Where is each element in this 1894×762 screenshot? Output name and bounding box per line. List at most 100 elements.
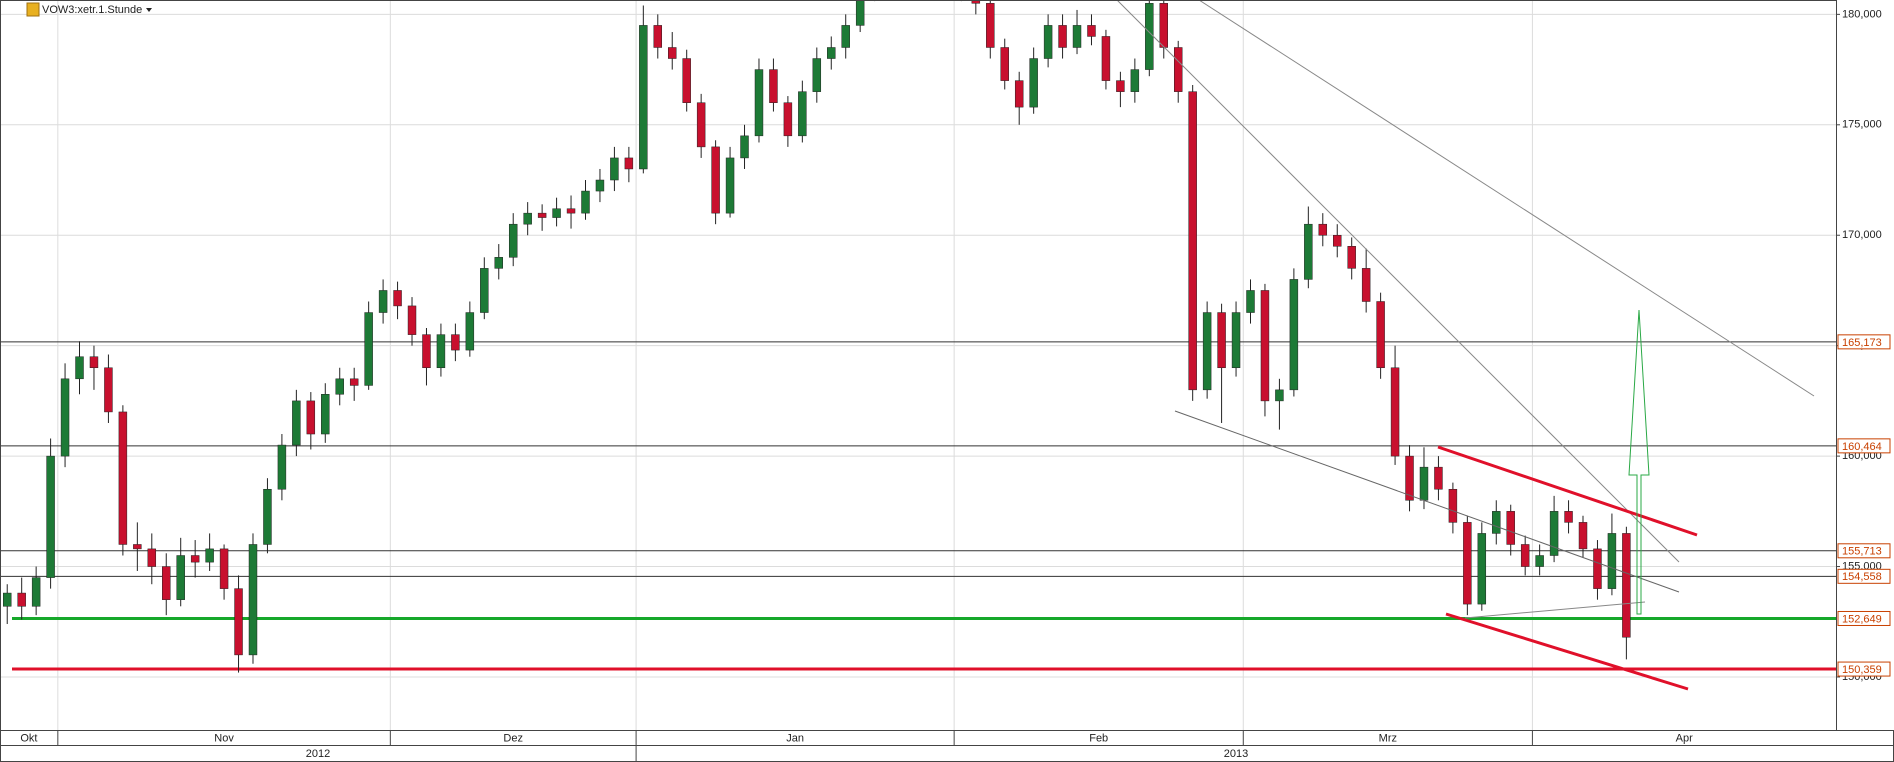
candle-body [769, 69, 778, 103]
candle-body [263, 488, 272, 545]
level-label: 155,713 [1842, 546, 1882, 558]
candle-body [393, 290, 402, 307]
candle-body [696, 102, 706, 148]
candle-body [1087, 25, 1096, 37]
candle-body [494, 257, 503, 269]
candle-body [1318, 223, 1328, 236]
candle-body [508, 223, 518, 258]
dropdown-arrow[interactable] [146, 8, 152, 12]
trend-line [1198, 0, 1815, 397]
level-label-box [1837, 610, 1891, 626]
candle-body [1390, 367, 1400, 457]
candle-body [1535, 555, 1544, 567]
candle-body [89, 356, 99, 369]
x-tick-label: Nov [214, 732, 234, 744]
level-label: 165,173 [1842, 337, 1882, 349]
candle-body [364, 312, 373, 386]
x-tick-label: Feb [1089, 732, 1108, 744]
candle-body [552, 208, 561, 218]
candle-body [971, 0, 981, 4]
candle-body [1405, 455, 1414, 501]
candle-body [1448, 488, 1458, 523]
candle-body [1116, 80, 1125, 92]
candle-body [1145, 3, 1154, 70]
candle-body [190, 555, 200, 563]
candle-body [1520, 544, 1530, 567]
candle-body [798, 91, 807, 137]
year-label: 2012 [306, 748, 330, 760]
candle-body [1072, 25, 1082, 48]
candle-body [1434, 466, 1443, 490]
levels [0, 341, 1836, 671]
candle-body [986, 3, 995, 48]
candle-body [740, 135, 749, 159]
channel-line [1445, 612, 1689, 691]
x-tick-label: Okt [20, 732, 37, 744]
candle-body [133, 544, 142, 550]
candle-body [1000, 47, 1009, 81]
level-label: 160,464 [1842, 441, 1882, 453]
year-label: 2013 [1224, 748, 1248, 760]
candle-body [725, 157, 735, 214]
candle-body [17, 592, 26, 607]
candle-body [60, 378, 70, 457]
candle-body [624, 157, 634, 170]
y-tick-label: 175,000 [1842, 119, 1882, 131]
candle-body [465, 312, 475, 351]
candle-body [104, 367, 113, 413]
candle-body [1188, 91, 1197, 391]
candle-body [1419, 466, 1429, 501]
candle-body [827, 47, 836, 59]
candle-body [162, 566, 171, 600]
candle-body [1130, 69, 1140, 92]
candle-body [523, 212, 532, 225]
candle-body [1361, 268, 1371, 302]
candle-body [1578, 522, 1588, 550]
candle-body [754, 69, 764, 137]
candle-body [1506, 511, 1515, 545]
candle-body [378, 290, 388, 313]
channel-line [1437, 445, 1698, 537]
level-label-box [1837, 661, 1891, 677]
x-tick-label: Mrz [1379, 732, 1397, 744]
candle-body [422, 334, 431, 369]
x-tick-label: Dez [503, 732, 523, 744]
candle-body [595, 179, 605, 192]
candle-body [1477, 533, 1487, 605]
candle-body [3, 592, 12, 607]
level-label-box [1837, 438, 1891, 454]
candle-body [537, 212, 547, 218]
target-arrow [1628, 309, 1650, 615]
candle-body [610, 157, 619, 181]
candle-body [321, 394, 330, 435]
candle-body [1492, 511, 1501, 534]
candle-body [1101, 36, 1111, 81]
candle-body [1347, 246, 1356, 269]
candle-body [812, 58, 822, 92]
candle-body [1376, 301, 1385, 369]
candle-body [205, 548, 214, 563]
candle-body [349, 378, 359, 386]
candle-body [335, 378, 344, 395]
candle-body [118, 411, 128, 545]
candle-body [176, 555, 185, 600]
candle-body [1231, 312, 1241, 369]
level-label: 154,558 [1842, 571, 1882, 583]
candle-body [682, 58, 691, 103]
trend-line [1464, 601, 1646, 619]
candle-body [1217, 312, 1226, 369]
candle-body [1260, 290, 1270, 402]
y-axis-area [1836, 0, 1894, 730]
candle-body [306, 400, 316, 435]
candle-body [783, 102, 793, 137]
year-row [0, 745, 1894, 762]
candle-body [653, 25, 663, 48]
candle-body [1173, 47, 1183, 92]
title-block: VOW3:xetr.1.Stunde [26, 2, 152, 17]
candle-body [407, 305, 417, 335]
level-label-box [1837, 568, 1891, 584]
level-label-box [1837, 543, 1891, 559]
candle-body [1549, 511, 1559, 556]
